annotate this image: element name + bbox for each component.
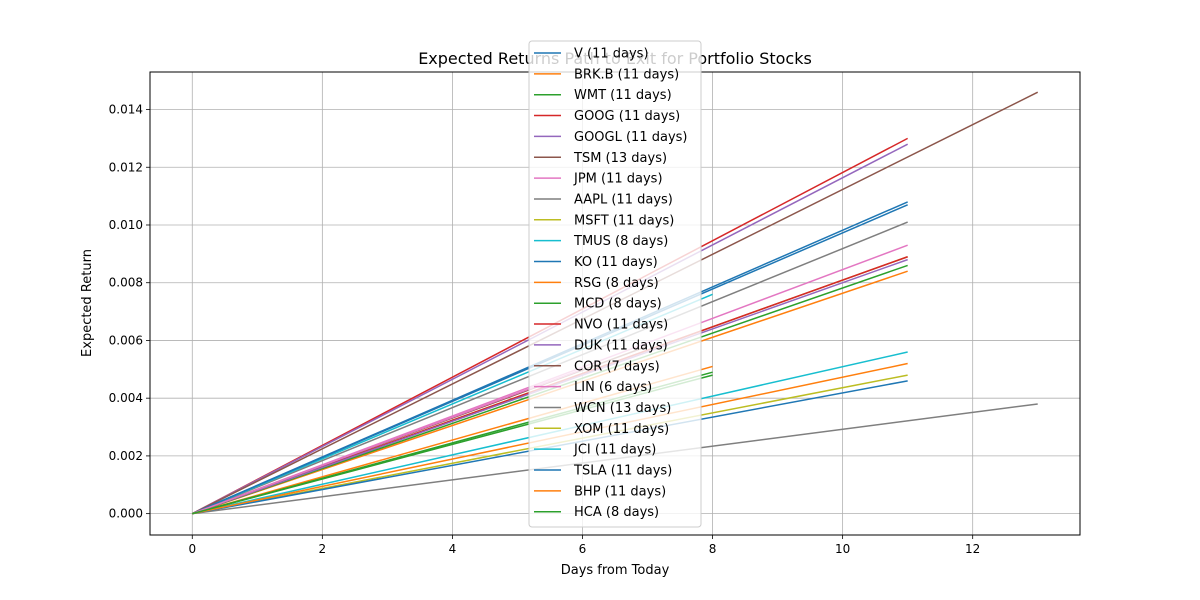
legend-label: JCI (11 days) xyxy=(573,443,656,458)
y-tick-label: 0.004 xyxy=(109,391,143,405)
legend-label: TSM (13 days) xyxy=(573,151,667,166)
series-line xyxy=(192,368,583,515)
legend-label: KO (11 days) xyxy=(574,255,658,270)
x-tick-label: 0 xyxy=(188,542,196,556)
y-tick-label: 0.014 xyxy=(109,103,143,117)
x-tick-label: 6 xyxy=(579,542,587,556)
legend-label: V (11 days) xyxy=(574,47,649,62)
x-axis-ticks: 0 2 4 6 8 10 12 xyxy=(188,535,980,556)
legend-label: TMUS (8 days) xyxy=(573,234,668,249)
legend-label: COR (7 days) xyxy=(574,359,660,374)
y-tick-label: 0.006 xyxy=(109,333,143,347)
legend: V (11 days) BRK.B (11 days) WMT (11 days) G… xyxy=(528,40,702,528)
legend-label: XOM (11 days) xyxy=(574,422,669,437)
legend-label: GOOGL (11 days) xyxy=(574,130,688,145)
legend-label: GOOG (11 days) xyxy=(574,109,680,124)
legend-label: DUK (11 days) xyxy=(574,338,668,353)
legend-label: RSG (8 days) xyxy=(574,276,659,291)
y-tick-label: 0.012 xyxy=(109,160,143,174)
legend-label: LIN (6 days) xyxy=(574,380,652,395)
x-tick-label: 4 xyxy=(449,542,457,556)
legend-box xyxy=(528,40,702,528)
legend-label: HCA (8 days) xyxy=(574,505,659,520)
x-tick-label: 2 xyxy=(319,542,327,556)
legend-label: WCN (13 days) xyxy=(574,401,671,416)
x-tick-label: 10 xyxy=(835,542,850,556)
x-axis-label: Days from Today xyxy=(561,563,670,578)
y-axis-ticks: 0.000 0.002 0.004 0.006 0.008 0.010 0.012 0.014 xyxy=(109,103,150,521)
y-axis-label: Expected Return xyxy=(80,249,95,357)
legend-label: NVO (11 days) xyxy=(574,318,668,333)
y-tick-label: 0.000 xyxy=(109,507,143,521)
y-tick-label: 0.008 xyxy=(109,276,143,290)
legend-label: JPM (11 days) xyxy=(573,172,663,187)
legend-label: WMT (11 days) xyxy=(574,88,672,103)
legend-label: AAPL (11 days) xyxy=(574,192,673,207)
x-tick-label: 12 xyxy=(965,542,980,556)
y-tick-label: 0.010 xyxy=(109,218,143,232)
legend-label: TSLA (11 days) xyxy=(573,464,672,479)
x-tick-label: 8 xyxy=(709,542,717,556)
legend-label: MSFT (11 days) xyxy=(574,213,674,228)
legend-label: BRK.B (11 days) xyxy=(574,67,679,82)
y-tick-label: 0.002 xyxy=(109,449,143,463)
legend-label: BHP (11 days) xyxy=(574,484,666,499)
legend-label: MCD (8 days) xyxy=(574,297,662,312)
